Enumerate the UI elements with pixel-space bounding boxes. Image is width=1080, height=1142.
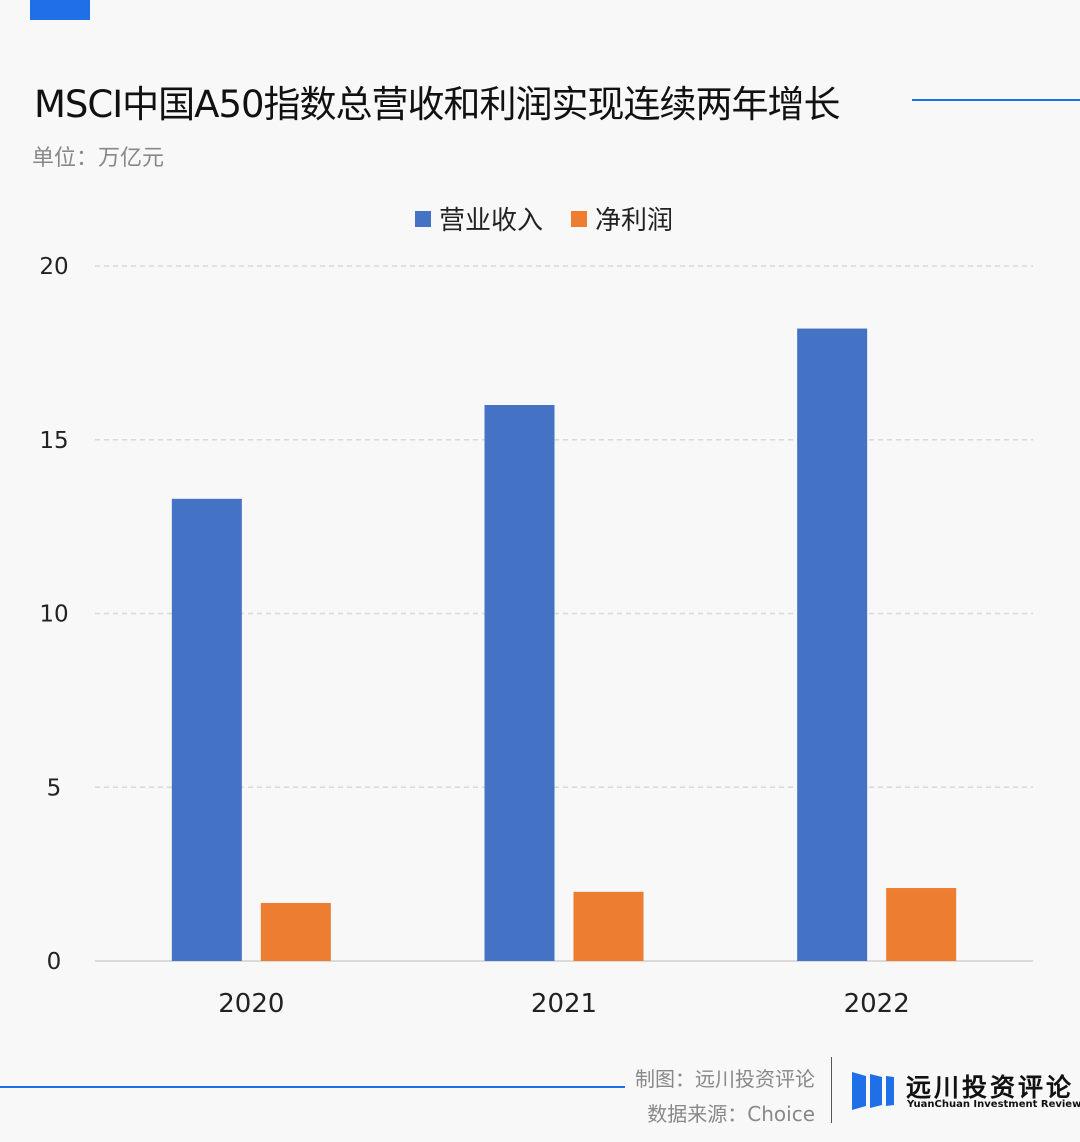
bar-revenue-2021: [484, 405, 555, 961]
legend-label: 净利润: [595, 206, 674, 236]
footer-divider: [0, 1086, 625, 1088]
y-tick-label: 15: [39, 428, 68, 454]
legend-item-profit: 净利润: [571, 200, 673, 237]
x-tick-label: 2022: [844, 989, 910, 1019]
logo-text: 远川投资评论: [906, 1073, 1075, 1102]
credit: 制图：远川投资评论 数据来源：Choice: [635, 1062, 815, 1132]
bar-revenue-2020: [171, 498, 242, 961]
bar-profit-2022: [886, 888, 957, 961]
accent-bar: [30, 0, 90, 20]
legend-swatch: [571, 210, 587, 227]
title-divider: [912, 99, 1080, 101]
legend: 营业收入 净利润: [0, 200, 1080, 237]
logo-icon: [852, 1072, 894, 1110]
bar-profit-2021: [573, 891, 644, 961]
y-tick-label: 10: [39, 602, 68, 628]
bar-profit-2020: [260, 902, 331, 961]
y-tick-label: 0: [47, 949, 62, 975]
bar-revenue-2022: [797, 328, 868, 961]
x-tick-label: 2021: [531, 989, 597, 1019]
chart-title: MSCI中国A50指数总营收和利润实现连续两年增长: [34, 83, 841, 126]
logo-subtext: YuanChuan Investment Review: [907, 1099, 1080, 1110]
legend-label: 营业收入: [438, 206, 543, 236]
x-tick-label: 2020: [218, 989, 284, 1019]
legend-swatch: [414, 210, 431, 227]
source-text: 数据来源：Choice: [647, 1102, 815, 1126]
y-tick-label: 20: [39, 254, 68, 280]
credit-text: 制图：远川投资评论: [635, 1067, 815, 1091]
legend-item-revenue: 营业收入: [414, 200, 543, 237]
footer-separator: [831, 1057, 832, 1123]
unit-label: 单位：万亿元: [32, 146, 165, 171]
y-tick-label: 5: [47, 775, 62, 801]
